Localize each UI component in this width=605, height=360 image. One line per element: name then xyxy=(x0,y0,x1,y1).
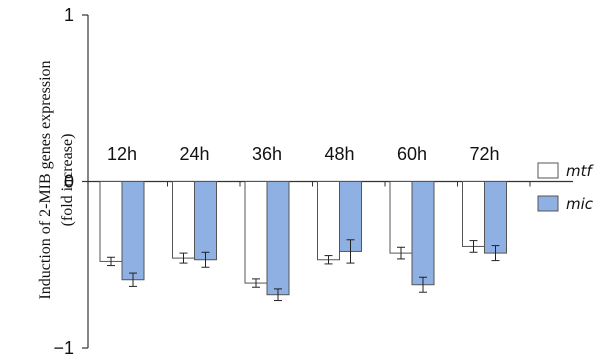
legend-swatch-mtf xyxy=(537,162,559,179)
y-tick-label: 1 xyxy=(64,5,74,25)
legend-label-mic: mic xyxy=(566,195,594,213)
legend-swatch-mic xyxy=(537,195,559,212)
bars xyxy=(99,181,507,302)
bar-mic-36h xyxy=(266,181,290,296)
bar-mic-60h xyxy=(411,181,435,286)
bar-mtf-60h xyxy=(389,181,413,254)
category-label-24h: 24h xyxy=(179,144,209,164)
category-label-72h: 72h xyxy=(469,144,499,164)
category-label-12h: 12h xyxy=(107,144,137,164)
bar-mic-72h xyxy=(484,181,507,254)
category-label-36h: 36h xyxy=(252,144,282,164)
legend-label-mtf: mtf xyxy=(566,162,594,180)
bar-mtf-72h xyxy=(462,181,485,247)
y-axis-label-line2: (fold increase) xyxy=(59,134,76,227)
y-axis-label: Induction of 2-MIB genes expression (fol… xyxy=(37,60,76,299)
category-label-60h: 60h xyxy=(397,144,427,164)
y-axis-label-line1: Induction of 2-MIB genes expression xyxy=(37,60,54,299)
category-labels: 12h 24h 36h 48h 60h 72h xyxy=(107,144,500,164)
y-tick-label: −1 xyxy=(53,338,74,358)
bar-mic-24h xyxy=(194,181,217,261)
bar-mtf-24h xyxy=(172,181,195,259)
category-label-48h: 48h xyxy=(324,144,354,164)
bar-mtf-36h xyxy=(244,181,268,284)
bar-mic-12h xyxy=(121,181,145,281)
y-tick-label: 0 xyxy=(64,172,74,192)
bar-mtf-12h xyxy=(99,181,123,262)
bar-mtf-48h xyxy=(317,181,340,261)
legend: mtf mic xyxy=(537,162,594,213)
